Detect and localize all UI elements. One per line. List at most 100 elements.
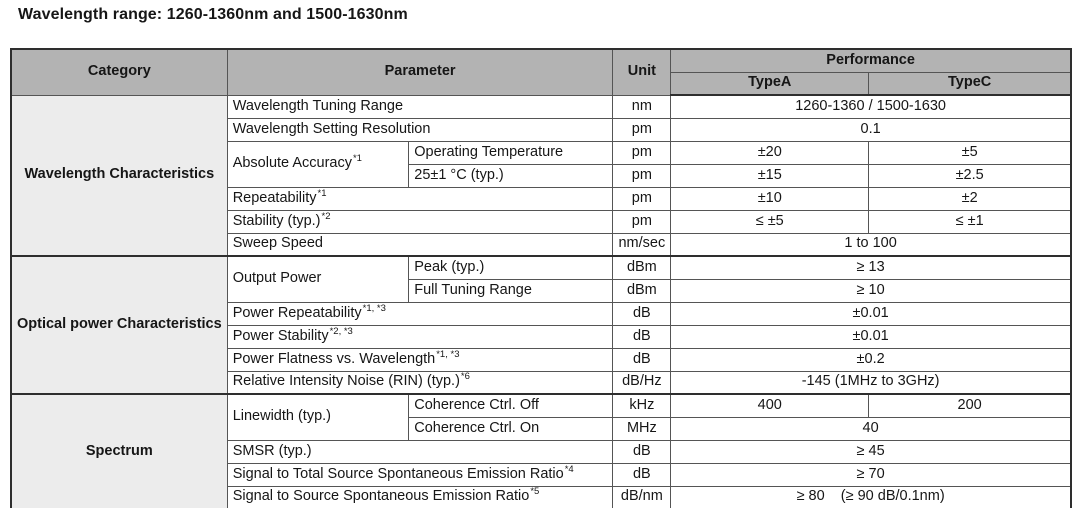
value-cell: ±0.2 xyxy=(670,347,1072,372)
footnote-marker: *1, *3 xyxy=(436,348,460,360)
value-cell: 400 xyxy=(670,393,870,418)
spec-table-body: Wavelength Characteristics Wavelength Tun… xyxy=(10,95,1072,508)
unit-cell: dB xyxy=(612,347,672,372)
unit-cell: dB xyxy=(612,439,672,464)
parameter-cell: SMSR (typ.) xyxy=(226,439,614,464)
value-cell: ≤ ±1 xyxy=(868,209,1072,234)
value-cell: -145 (1MHz to 3GHz) xyxy=(670,370,1072,395)
table-row: SMSR (typ.) dB ≥ 45 xyxy=(11,439,1072,464)
sub-parameter-cell: Coherence Ctrl. On xyxy=(408,416,614,441)
value-cell: 1260-1360 / 1500-1630 xyxy=(670,95,1072,119)
table-row: Coherence Ctrl. On MHz 40 xyxy=(11,416,1072,441)
table-row: Spectrum Linewidth (typ.) Coherence Ctrl. … xyxy=(10,393,1072,508)
table-row: Stability (typ.)*2 pm ≤ ±5 ≤ ±1 xyxy=(11,209,1072,234)
value-cell: ±5 xyxy=(868,140,1072,165)
sub-parameter-cell: Peak (typ.) xyxy=(408,255,614,280)
table-row: 25±1 °C (typ.) pm ±15 ±2.5 xyxy=(11,163,1072,188)
table-row: Optical power Characteristics Output Powe… xyxy=(10,255,1072,395)
value-cell: ±0.01 xyxy=(670,324,1072,349)
table-row: Power Stability*2, *3 dB ±0.01 xyxy=(11,324,1072,349)
footnote-marker: *5 xyxy=(530,486,540,498)
footnote-marker: *1 xyxy=(317,187,327,199)
unit-cell: pm xyxy=(612,186,672,211)
value-cell: ≤ ±5 xyxy=(670,209,870,234)
unit-cell: nm xyxy=(612,95,672,119)
value-cell: ≥ 45 xyxy=(670,439,1072,464)
unit-cell: pm xyxy=(612,117,672,142)
parameter-cell: Linewidth (typ.) xyxy=(226,393,410,441)
unit-cell: dB xyxy=(612,301,672,326)
unit-cell: dBm xyxy=(612,255,672,280)
parameter-cell: Stability (typ.)*2 xyxy=(226,209,614,234)
parameter-cell: Wavelength Tuning Range xyxy=(226,95,614,119)
category-cell: Spectrum xyxy=(10,393,228,508)
unit-cell: pm xyxy=(612,163,672,188)
header-type-c: TypeC xyxy=(868,71,1072,96)
parameter-cell: Signal to Source Spontaneous Emission Ra… xyxy=(226,485,614,508)
table-row: Relative Intensity Noise (RIN) (typ.)*6 d… xyxy=(11,370,1072,395)
value-cell: ±10 xyxy=(670,186,870,211)
table-row: Absolute Accuracy*1 Operating Temperature… xyxy=(11,140,1072,188)
value-cell: ≥ 13 xyxy=(670,255,1072,280)
parameter-cell: Power Flatness vs. Wavelength*1, *3 xyxy=(226,347,614,372)
footnote-marker: *2, *3 xyxy=(329,325,353,337)
value-cell: 40 xyxy=(670,416,1072,441)
unit-cell: dB xyxy=(612,324,672,349)
sub-parameter-cell: 25±1 °C (typ.) xyxy=(408,163,614,188)
header-type-a: TypeA xyxy=(670,71,870,96)
parameter-cell: Absolute Accuracy*1 xyxy=(226,140,410,188)
unit-cell: dB/Hz xyxy=(612,370,672,395)
spec-table: Category Parameter Unit Performance Type… xyxy=(10,48,1072,508)
parameter-cell: Repeatability*1 xyxy=(226,186,614,211)
value-cell: ±0.01 xyxy=(670,301,1072,326)
value-cell: ±2.5 xyxy=(868,163,1072,188)
unit-cell: nm/sec xyxy=(612,232,672,257)
category-cell: Optical power Characteristics xyxy=(10,255,228,395)
parameter-cell: Output Power xyxy=(226,255,410,303)
table-row: Repeatability*1 pm ±10 ±2 xyxy=(11,186,1072,211)
parameter-cell: Power Repeatability*1, *3 xyxy=(226,301,614,326)
parameter-cell: Wavelength Setting Resolution xyxy=(226,117,614,142)
footnote-marker: *1 xyxy=(352,153,362,165)
sub-parameter-cell: Coherence Ctrl. Off xyxy=(408,393,614,418)
header-performance: Performance xyxy=(670,48,1072,73)
footnote-marker: *2 xyxy=(321,210,331,222)
table-row: Signal to Total Source Spontaneous Emiss… xyxy=(11,462,1072,487)
unit-cell: dB/nm xyxy=(612,485,672,508)
value-cell: ≥ 80 (≥ 90 dB/0.1nm) xyxy=(670,485,1072,508)
value-cell: ≥ 10 xyxy=(670,278,1072,303)
footnote-marker: *4 xyxy=(564,463,574,475)
value-cell: 1 to 100 xyxy=(670,232,1072,257)
table-row: Signal to Source Spontaneous Emission Ra… xyxy=(11,485,1072,508)
footnote-marker: *1, *3 xyxy=(362,302,386,314)
section-title: Wavelength range: 1260-1360nm and 1500-1… xyxy=(18,6,408,23)
table-row: Full Tuning Range dBm ≥ 10 xyxy=(11,278,1072,303)
unit-cell: dB xyxy=(612,462,672,487)
unit-cell: MHz xyxy=(612,416,672,441)
header-category: Category xyxy=(10,48,228,96)
value-cell: 0.1 xyxy=(670,117,1072,142)
parameter-cell: Power Stability*2, *3 xyxy=(226,324,614,349)
parameter-cell: Sweep Speed xyxy=(226,232,614,257)
spec-table-header: Category Parameter Unit Performance Type… xyxy=(10,48,1072,96)
value-cell: ±2 xyxy=(868,186,1072,211)
value-cell: ±20 xyxy=(670,140,870,165)
table-row: Wavelength Characteristics Wavelength Tun… xyxy=(10,95,1072,257)
unit-cell: kHz xyxy=(612,393,672,418)
category-cell: Wavelength Characteristics xyxy=(10,95,228,257)
parameter-cell: Signal to Total Source Spontaneous Emiss… xyxy=(226,462,614,487)
unit-cell: pm xyxy=(612,140,672,165)
header-unit: Unit xyxy=(612,48,672,96)
value-cell: ≥ 70 xyxy=(670,462,1072,487)
table-row: Power Repeatability*1, *3 dB ±0.01 xyxy=(11,301,1072,326)
value-cell: 200 xyxy=(868,393,1072,418)
header-parameter: Parameter xyxy=(226,48,614,96)
sub-parameter-cell: Operating Temperature xyxy=(408,140,614,165)
value-cell: ±15 xyxy=(670,163,870,188)
sub-parameter-cell: Full Tuning Range xyxy=(408,278,614,303)
unit-cell: pm xyxy=(612,209,672,234)
parameter-cell: Relative Intensity Noise (RIN) (typ.)*6 xyxy=(226,370,614,395)
footnote-marker: *6 xyxy=(460,371,470,383)
unit-cell: dBm xyxy=(612,278,672,303)
